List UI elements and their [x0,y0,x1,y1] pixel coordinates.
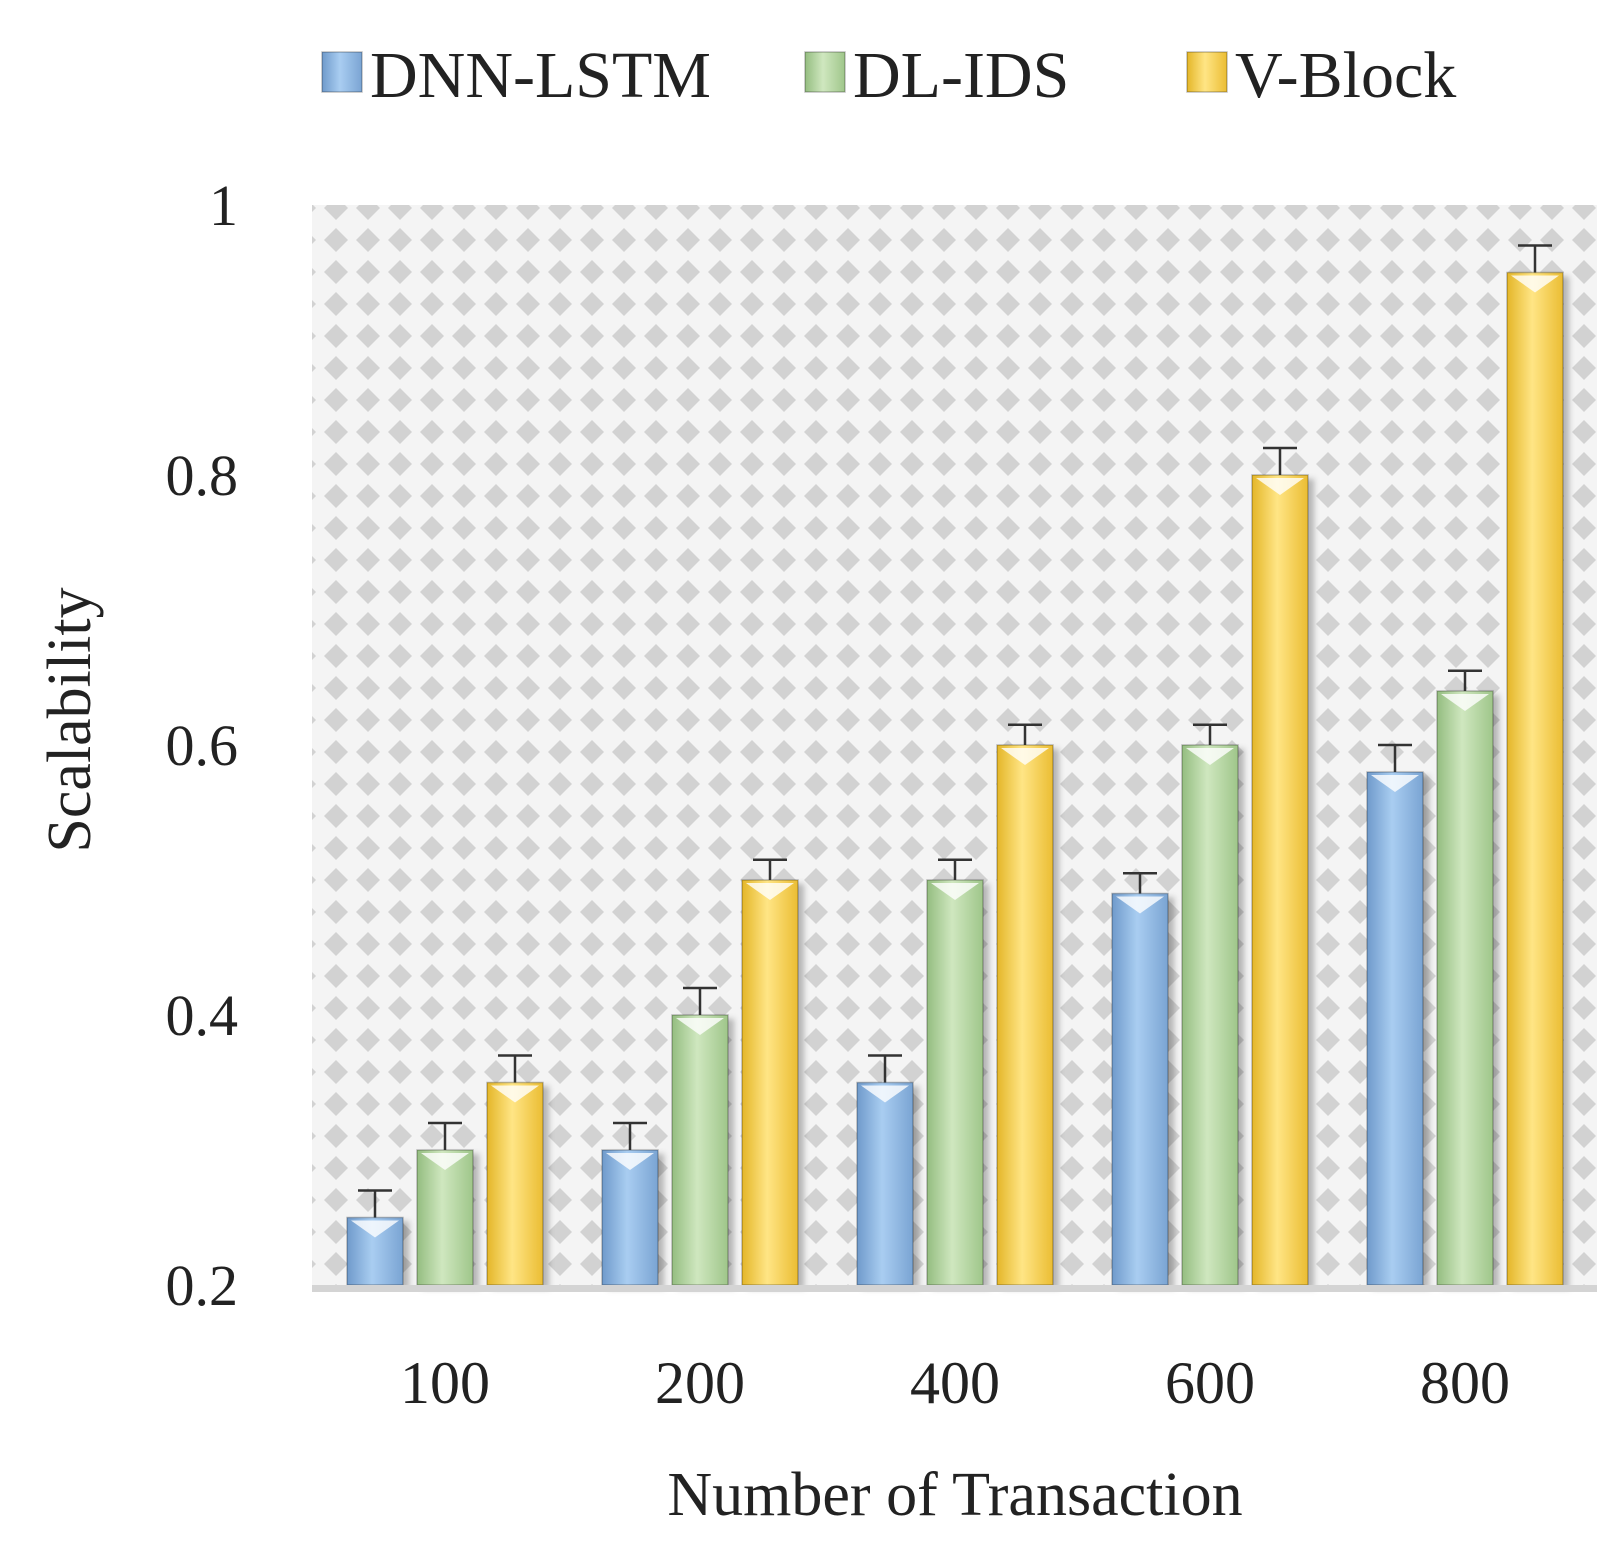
x-axis-line [312,1285,1597,1292]
legend-item-dl-ids: DL-IDS [804,39,1069,112]
bar-bevel-dnn-lstm-600 [1116,896,1164,914]
bar-dnn-lstm-200 [601,1149,659,1286]
error-bar-dl-ids-100 [428,1121,462,1150]
bar-bevel-v-block-200 [746,883,794,900]
legend-item-dnn-lstm: DNN-LSTM [321,39,711,112]
bar-bevel-dl-ids-400 [931,883,979,900]
y-axis-title: Scalability [36,587,104,852]
bar-dl-ids-200 [671,1014,729,1286]
y-axis-ticks: 0.2 0.4 0.6 0.8 1 [166,173,239,1318]
bar-dnn-lstm-600 [1111,892,1169,1286]
x-axis-ticks: 100 200 400 600 800 [400,1350,1510,1416]
error-bar-v-block-600 [1263,446,1297,475]
bar-dl-ids-800 [1436,690,1494,1286]
bar-bevel-v-block-400 [1001,748,1049,765]
y-tick-label: 0.6 [166,713,239,778]
bar-v-block-200 [741,879,799,1286]
bar-bevel-dl-ids-200 [676,1018,724,1035]
bar-bevel-dl-ids-600 [1186,748,1234,765]
plot-marks [346,244,1564,1286]
error-bar-dl-ids-200 [683,986,717,1015]
bar-dl-ids-400 [926,879,984,1286]
legend-label: DNN-LSTM [370,39,711,112]
error-bar-dnn-lstm-100 [358,1189,392,1218]
x-tick-label: 200 [655,1350,745,1416]
bar-dl-ids-600 [1181,744,1239,1286]
bar-v-block-100 [486,1081,544,1286]
bar-bevel-dl-ids-800 [1441,694,1489,711]
error-bar-dl-ids-800 [1448,669,1482,691]
bar-v-block-600 [1251,474,1309,1286]
error-bar-dnn-lstm-400 [868,1054,902,1083]
error-bar-dl-ids-400 [938,858,972,880]
x-tick-label: 600 [1165,1350,1255,1416]
y-tick-label: 0.4 [166,983,239,1048]
error-bar-v-block-800 [1518,244,1552,273]
error-bar-dnn-lstm-600 [1123,872,1157,894]
legend: DNN-LSTM DL-IDS V-Block [321,39,1456,112]
bar-dnn-lstm-800 [1366,771,1424,1286]
bar-dnn-lstm-400 [856,1081,914,1286]
error-bar-dnn-lstm-200 [613,1121,647,1150]
x-axis-title: Number of Transaction [667,1461,1242,1529]
legend-label: V-Block [1235,39,1456,112]
bar-bevel-dnn-lstm-100 [351,1220,399,1238]
bar-dl-ids-100 [416,1149,474,1286]
legend-swatch [804,51,846,93]
error-bar-v-block-100 [498,1054,532,1083]
y-tick-label: 0.2 [166,1253,239,1318]
error-bar-v-block-200 [753,858,787,880]
legend-item-v-block: V-Block [1186,39,1456,112]
bar-v-block-800 [1506,271,1564,1286]
y-tick-label: 1 [209,173,238,238]
error-bar-v-block-400 [1008,723,1042,745]
bar-bevel-v-block-800 [1511,275,1559,293]
bar-bevel-dnn-lstm-400 [861,1085,909,1103]
x-tick-label: 400 [910,1350,1000,1416]
bar-bevel-v-block-600 [1256,478,1304,495]
x-tick-label: 800 [1420,1350,1510,1416]
legend-label: DL-IDS [853,39,1069,112]
error-bar-dnn-lstm-800 [1378,743,1412,772]
legend-swatch [1186,51,1228,93]
legend-swatch [321,51,363,93]
x-tick-label: 100 [400,1350,490,1416]
bar-bevel-v-block-100 [491,1085,539,1103]
bar-bevel-dnn-lstm-200 [606,1153,654,1170]
error-bar-dl-ids-600 [1193,723,1227,745]
bar-bevel-dnn-lstm-800 [1371,775,1419,792]
bar-v-block-400 [996,744,1054,1286]
bar-bevel-dl-ids-100 [421,1153,469,1170]
y-tick-label: 0.8 [166,443,239,508]
